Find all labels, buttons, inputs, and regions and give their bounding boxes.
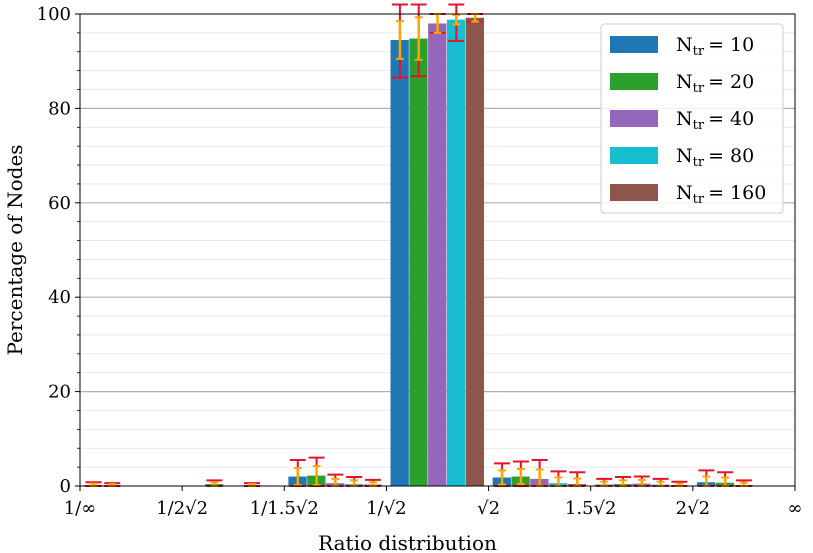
x-tick-label: 2√2: [676, 498, 710, 519]
x-tick-label: 1.5√2: [565, 498, 617, 519]
legend-subscript: tr: [693, 155, 705, 170]
y-tick-label: 80: [48, 98, 71, 119]
legend-value: = 10: [708, 34, 754, 56]
legend-entry-label: Ntr = 80: [676, 145, 754, 170]
legend-entry-label: Ntr = 20: [676, 71, 754, 96]
y-tick-label: 0: [60, 476, 71, 497]
x-tick-label: 1/∞: [64, 498, 97, 519]
legend-subscript: tr: [693, 81, 705, 96]
legend-swatch: [610, 184, 658, 201]
legend-main: N: [676, 71, 693, 93]
legend-swatch: [610, 110, 658, 127]
legend-value: = 20: [708, 71, 754, 93]
legend-value: = 160: [708, 182, 766, 204]
legend-swatch: [610, 147, 658, 164]
x-tick-label: ∞: [788, 498, 803, 519]
legend-main: N: [676, 145, 693, 167]
bars-layer: [84, 17, 753, 487]
x-tick-label: 1/2√2: [156, 498, 208, 519]
legend-entry-label: Ntr = 40: [676, 108, 754, 133]
bar: [428, 23, 447, 486]
x-tick-label: 1/√2: [366, 498, 406, 519]
y-tick-label: 20: [48, 382, 71, 403]
bar: [465, 17, 484, 486]
legend-subscript: tr: [693, 192, 705, 207]
bar: [446, 19, 466, 486]
y-tick-label: 100: [37, 4, 71, 25]
y-axis-label: Percentage of Nodes: [3, 144, 27, 355]
legend-entry-label: Ntr = 160: [676, 182, 766, 207]
y-tick-label: 40: [48, 287, 71, 308]
x-axis: 1/∞ 1/2√2 1/1.5√2 1/√2 √2 1.5√2 2√2 ∞: [64, 486, 803, 519]
y-axis: 0 20 40 60 80 100: [37, 4, 80, 497]
legend-swatch: [610, 36, 658, 53]
legend-main: N: [676, 108, 693, 130]
legend-main: N: [676, 34, 693, 56]
legend-value: = 40: [708, 108, 754, 130]
x-tick-label: √2: [477, 498, 500, 519]
x-axis-label: Ratio distribution: [318, 531, 497, 553]
y-tick-label: 60: [48, 193, 71, 214]
x-tick-label: 1/1.5√2: [250, 498, 319, 519]
legend-subscript: tr: [693, 44, 705, 59]
legend-main: N: [676, 182, 693, 204]
legend-box: [600, 23, 784, 214]
legend-subscript: tr: [693, 118, 705, 133]
bar: [409, 38, 428, 486]
legend-value: = 80: [708, 145, 754, 167]
bar: [390, 39, 409, 487]
legend-entry-label: Ntr = 10: [676, 34, 754, 59]
plot-frame: [79, 13, 796, 487]
legend-swatch: [610, 73, 658, 90]
